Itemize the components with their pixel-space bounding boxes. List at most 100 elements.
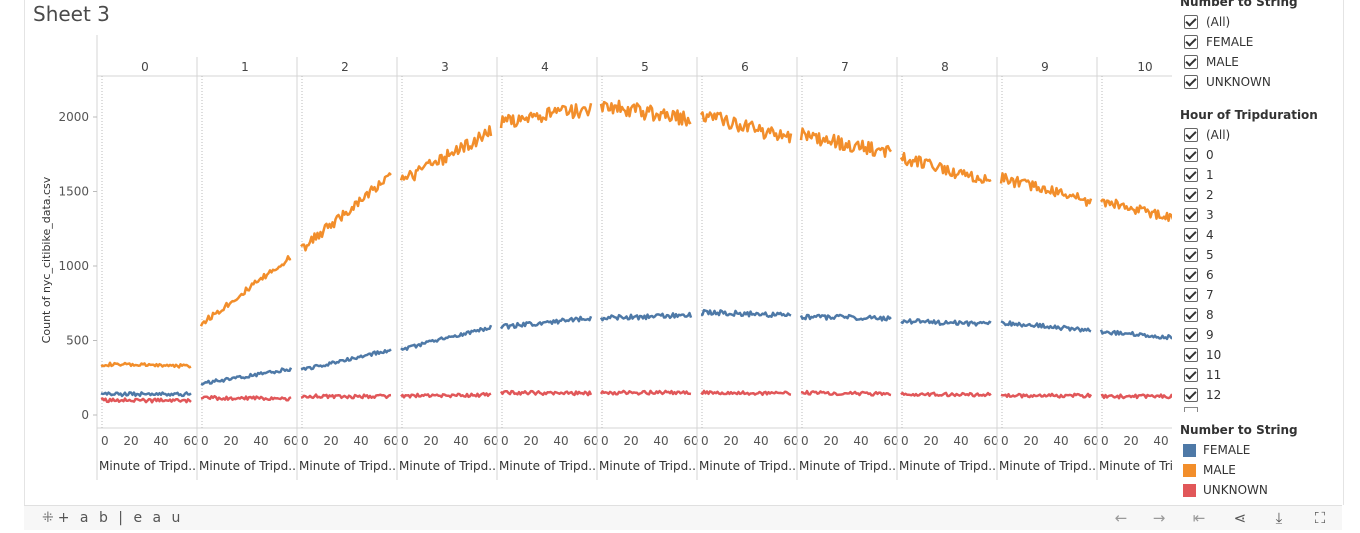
series-line-unknown (200, 394, 292, 402)
hour-filter-item[interactable]: 0 (1184, 146, 1214, 164)
checkbox-icon[interactable] (1184, 388, 1198, 402)
series-line-male (199, 255, 292, 327)
checkbox-icon[interactable] (1184, 268, 1198, 282)
x-tick-label: 20 (523, 434, 538, 448)
checkbox-icon[interactable] (1184, 188, 1198, 202)
gender-filter-item[interactable]: (All) (1184, 13, 1230, 31)
panel-header-label: 9 (1041, 60, 1049, 74)
tableau-toolbar: ⁜ + a b | e a u ← → ⇤ ⋖ ⤓ ⛶ (24, 505, 1342, 530)
scroll-more-indicator[interactable] (1184, 407, 1198, 412)
legend-panel: Number to String (All) FEMALE MALE UNKNOWN … (1172, 0, 1340, 505)
series-line-unknown (1100, 393, 1172, 400)
y-tick-label: 500 (66, 334, 89, 348)
x-axis-title: Minute of Tripd.. (299, 459, 396, 473)
x-tick-label: 40 (1153, 434, 1168, 448)
gender-filter-item[interactable]: MALE (1184, 53, 1239, 71)
series-line-unknown (100, 397, 192, 404)
x-tick-label: 40 (853, 434, 868, 448)
color-legend-label: MALE (1203, 463, 1236, 477)
panel-header-label: 1 (241, 60, 249, 74)
gender-filter-item[interactable]: UNKNOWN (1184, 73, 1271, 91)
x-tick-label: 40 (153, 434, 168, 448)
checkbox-icon[interactable] (1184, 348, 1198, 362)
x-tick-label: 20 (923, 434, 938, 448)
color-legend-item[interactable]: UNKNOWN (1183, 481, 1268, 499)
color-swatch (1183, 443, 1196, 457)
hour-filter-item[interactable]: 10 (1184, 346, 1221, 364)
series-line-unknown (599, 389, 692, 396)
color-legend-item[interactable]: MALE (1183, 461, 1236, 479)
checkbox-icon[interactable] (1184, 248, 1198, 262)
checkbox-label: 11 (1206, 368, 1222, 382)
hour-filter-item[interactable]: 12 (1184, 386, 1221, 404)
hour-filter-item[interactable]: 8 (1184, 306, 1214, 324)
share-icon[interactable]: ⋖ (1233, 509, 1247, 527)
x-tick-label: 20 (1023, 434, 1038, 448)
hour-filter-item[interactable]: 4 (1184, 226, 1214, 244)
hour-filter-item[interactable]: 7 (1184, 286, 1214, 304)
hour-filter-item[interactable]: 2 (1184, 186, 1214, 204)
tableau-logo[interactable]: ⁜ + a b | e a u (42, 510, 183, 526)
undo-icon[interactable]: ← (1114, 509, 1128, 527)
panel-header-label: 8 (941, 60, 949, 74)
checkbox-icon[interactable] (1184, 308, 1198, 322)
y-tick-label: 2000 (58, 110, 89, 124)
checkbox-icon[interactable] (1184, 328, 1198, 342)
checkbox-icon[interactable] (1184, 148, 1198, 162)
checkbox-icon[interactable] (1184, 208, 1198, 222)
checkbox-icon[interactable] (1184, 15, 1198, 29)
checkbox-label: 9 (1206, 328, 1214, 342)
x-tick-label: 60 (483, 434, 498, 448)
x-tick-label: 0 (201, 434, 209, 448)
series-line-unknown (700, 389, 792, 397)
series-line-female (200, 367, 293, 386)
hour-filter-item[interactable]: 6 (1184, 266, 1214, 284)
hour-filter-item[interactable]: 11 (1184, 366, 1221, 384)
hour-filter-item[interactable]: 5 (1184, 246, 1214, 264)
x-tick-label: 20 (323, 434, 338, 448)
revert-icon[interactable]: ⇤ (1192, 509, 1206, 527)
checkbox-icon[interactable] (1184, 128, 1198, 142)
checkbox-label: UNKNOWN (1206, 75, 1271, 89)
x-tick-label: 60 (583, 434, 598, 448)
checkbox-label: 1 (1206, 168, 1214, 182)
checkbox-label: 10 (1206, 348, 1222, 362)
checkbox-label: 4 (1206, 228, 1214, 242)
panel-header-label: 4 (541, 60, 549, 74)
color-legend-label: UNKNOWN (1203, 483, 1268, 497)
color-legend-item[interactable]: FEMALE (1183, 441, 1250, 459)
sheet-title: Sheet 3 (33, 2, 110, 26)
x-axis-title: Minute of Tripd.. (599, 459, 696, 473)
checkbox-icon[interactable] (1184, 75, 1198, 89)
hour-filter-item[interactable]: 9 (1184, 326, 1214, 344)
x-tick-label: 60 (783, 434, 798, 448)
checkbox-icon[interactable] (1184, 368, 1198, 382)
fullscreen-icon[interactable]: ⛶ (1314, 509, 1326, 527)
gender-filter-title: Number to String (1180, 0, 1298, 9)
x-tick-label: 20 (823, 434, 838, 448)
checkbox-label: 8 (1206, 308, 1214, 322)
x-tick-label: 40 (953, 434, 968, 448)
hour-filter-item[interactable]: 3 (1184, 206, 1214, 224)
y-tick-label: 1500 (58, 185, 89, 199)
x-tick-label: 20 (123, 434, 138, 448)
checkbox-icon[interactable] (1184, 35, 1198, 49)
gender-filter-item[interactable]: FEMALE (1184, 33, 1253, 51)
hour-filter-item[interactable]: 1 (1184, 166, 1214, 184)
checkbox-icon[interactable] (1184, 168, 1198, 182)
download-icon[interactable]: ⤓ (1275, 509, 1283, 527)
hour-filter-item[interactable]: (All) (1184, 126, 1230, 144)
series-line-female (1000, 320, 1092, 333)
x-tick-label: 20 (223, 434, 238, 448)
redo-icon[interactable]: → (1152, 509, 1166, 527)
brand-text: + a b | e a u (57, 510, 184, 526)
checkbox-icon[interactable] (1184, 55, 1198, 69)
checkbox-icon[interactable] (1184, 288, 1198, 302)
checkbox-label: 5 (1206, 248, 1214, 262)
x-tick-label: 60 (1083, 434, 1098, 448)
checkbox-icon[interactable] (1184, 228, 1198, 242)
checkbox-label: 12 (1206, 388, 1222, 402)
hour-filter-title: Hour of Tripduration (1180, 108, 1318, 122)
checkbox-label: FEMALE (1206, 35, 1254, 49)
